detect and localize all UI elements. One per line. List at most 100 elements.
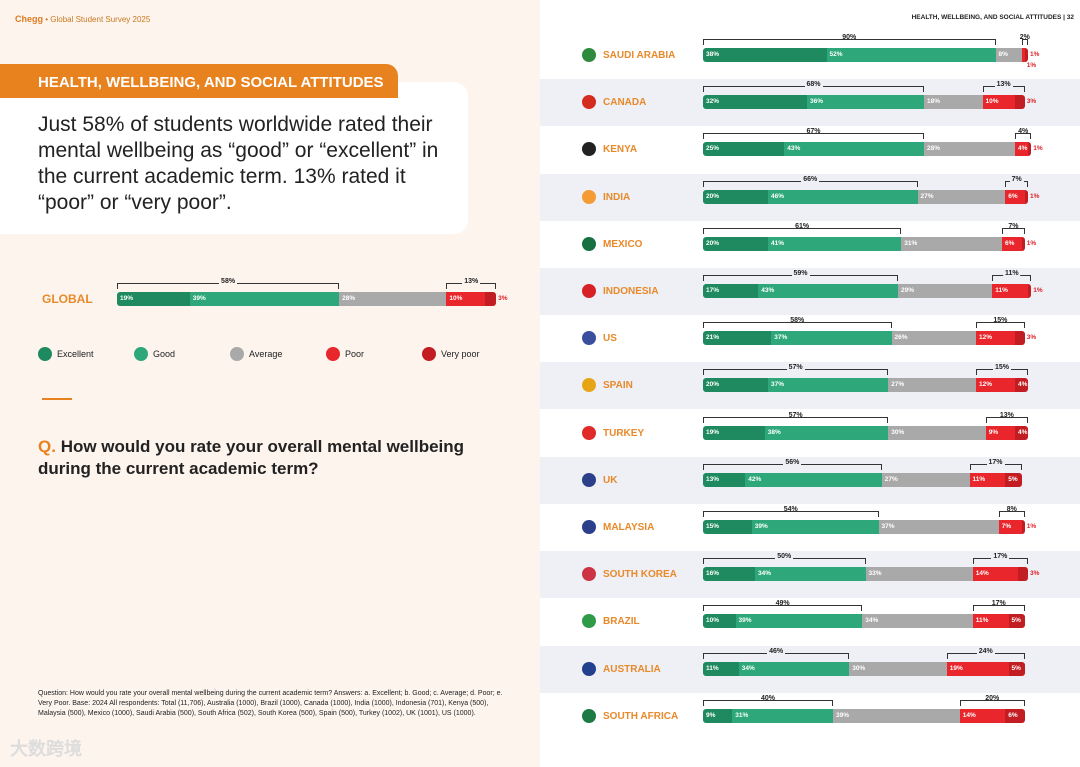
poor-bracket [1015,133,1032,140]
poor-total-label: 13% [994,81,1013,89]
good-bracket [703,133,924,140]
bar-segment-average: 31% [901,236,1002,251]
bar-segment-very-poor [484,292,497,306]
legend-poor: Poor [326,347,422,361]
bar-segment-excellent: 25% [703,142,785,157]
legend-excellent: Excellent [38,347,134,361]
poor-bracket [1021,39,1028,45]
bar-segment-poor: 12% [976,331,1015,346]
poor-total-label: 11% [1002,270,1021,277]
bar-segment-good: 42% [745,472,882,487]
poor-total-label: 17% [986,458,1005,466]
poor-bracket [972,605,1025,612]
country-row: MALAYSIA 15% 39% 37% 7% 1% 54% 8% [540,504,1080,551]
bar-segment-average: 29% [898,284,993,298]
flag-icon [582,661,596,676]
bar-segment-excellent: 13% [703,472,746,487]
flag-icon [582,425,596,440]
bar-segment-average: 37% [878,520,999,534]
country-name: SOUTH KOREA [603,569,677,581]
country-name: KENYA [603,144,638,156]
bar-segment-average: 33% [865,567,973,582]
flag-icon [582,378,596,393]
bar-segment-very-poor [1015,95,1025,110]
country-row: INDIA 20% 46% 27% 6% 1% 66% 7% [540,173,1080,221]
country-row: KENYA 25% 43% 28% 4% 1% 67% 4% [540,126,1080,173]
bar-label-very-poor: 1% [1033,145,1043,153]
poor-total-label: 7% [1009,175,1024,183]
good-bracket [703,39,996,45]
bar-segment-excellent: 10% [703,614,736,629]
bar-segment-excellent: 21% [703,331,772,346]
flag-icon [582,708,596,723]
good-total-label: 61% [795,222,810,230]
page-header: HEALTH, WELLBEING, AND SOCIAL ATTITUDES … [911,14,1074,21]
good-total-label: 58% [219,278,238,285]
bar-segment-good: 39% [751,520,879,534]
country-name: INDONESIA [603,286,659,297]
bar-segment-average: 30% [888,425,986,440]
poor-bracket [959,699,1025,706]
poor-total-label: 24% [976,647,995,655]
legend: Excellent Good Average Poor Very poor [38,347,518,361]
bar-segment-poor: 10% [982,95,1015,110]
country-row: AUSTRALIA 11% 34% 30% 19% 5% 46% 24% [540,645,1080,693]
good-total-label: 66% [801,175,820,183]
poor-total-label: 2% [1019,34,1030,41]
country-name: UK [603,474,618,486]
bar-segment-average: 39% [833,708,960,723]
flag-icon [582,236,596,251]
bar-segment-excellent: 15% [703,520,752,534]
headline-card [0,82,468,234]
bar-label-very-poor: 1% [1033,287,1043,294]
bar-segment-good: 43% [758,284,898,298]
good-total-label: 59% [791,270,810,277]
bar-segment-very-poor [1021,520,1025,534]
good-total-label: 57% [786,364,805,372]
legend-average: Average [230,347,326,361]
good-total-label: 58% [790,317,805,325]
poor-total-label: 15% [993,317,1008,325]
bar-label-very-poor: 3% [1026,334,1037,342]
bar-segment-average: 26% [891,331,976,346]
bar-segment-very-poor: 5% [1008,614,1025,629]
bar-label-very-poor: 3% [498,295,508,302]
good-total-label: 56% [783,458,802,466]
global-label: GLOBAL [42,292,93,306]
bar-segment-poor: 14% [972,567,1019,582]
bar-segment-excellent: 16% [703,567,755,582]
country-row: US 21% 37% 26% 12% 3% 58% 15% [540,315,1080,362]
bar-segment-good: 39% [189,292,340,306]
bar-segment-excellent: 32% [703,95,807,110]
poor-total-label: 17% [991,600,1006,608]
bar-segment-very-poor [1015,331,1025,346]
brand-logo: Chegg [15,14,43,24]
left-page: Chegg • Global Student Survey 2025 HEALT… [0,0,540,767]
country-row: INDONESIA 17% 43% 29% 11% 1% 59% 11% [540,268,1080,315]
bar-segment-poor: 9% [985,425,1015,440]
country-row: TURKEY 19% 38% 30% 9% 4% 57% 13% [540,410,1080,457]
bar-segment-poor: 12% [976,378,1015,393]
bar-segment-excellent: 38% [703,48,827,62]
country-name: SOUTH AFRICA [603,710,679,722]
flag-icon [582,284,596,298]
country-name: US [603,333,617,345]
bar-segment-good: 46% [768,189,918,204]
good-bracket [703,227,902,234]
bar-segment-very-poor [1021,236,1025,251]
country-row: SPAIN 20% 37% 27% 12% 4% 57% 15% [540,362,1080,410]
legend-good: Good [134,347,230,361]
bar-segment-good: 34% [738,661,850,676]
bar-segment-good: 38% [764,425,889,440]
country-name: CANADA [603,97,647,109]
country-row: BRAZIL 10% 39% 34% 11% 5% 49% 17% [540,598,1080,645]
brand: Chegg • Global Student Survey 2025 [15,14,151,24]
country-row: CANADA 32% 36% 18% 10% 3% 68% 13% [540,79,1080,127]
poor-bracket [976,322,1025,329]
bar-segment-poor: 6% [1005,189,1025,204]
question: Q. How would you rate your overall menta… [38,436,508,480]
bar-label-very-poor: 1% [1030,192,1040,200]
country-name: MEXICO [603,238,643,250]
bar-segment-poor: 11% [992,284,1028,298]
country-name: MALAYSIA [603,522,655,533]
